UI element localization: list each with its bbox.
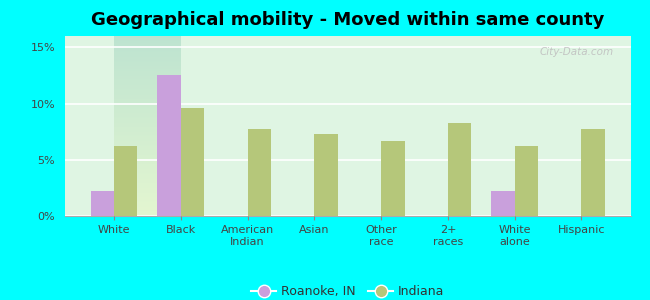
Bar [515,146,538,216]
Bar [491,191,515,216]
Legend: Roanoke, IN, Indiana: Roanoke, IN, Indiana [246,280,450,300]
Title: Geographical mobility - Moved within same county: Geographical mobility - Moved within sam… [91,11,604,29]
Bar [381,141,404,216]
Bar [315,134,338,216]
Bar [91,191,114,216]
Text: City-Data.com: City-Data.com [540,47,614,57]
Bar [157,75,181,216]
Bar [582,129,604,216]
Bar [448,123,471,216]
Bar [248,129,271,216]
Bar [181,108,204,216]
Bar [114,146,137,216]
